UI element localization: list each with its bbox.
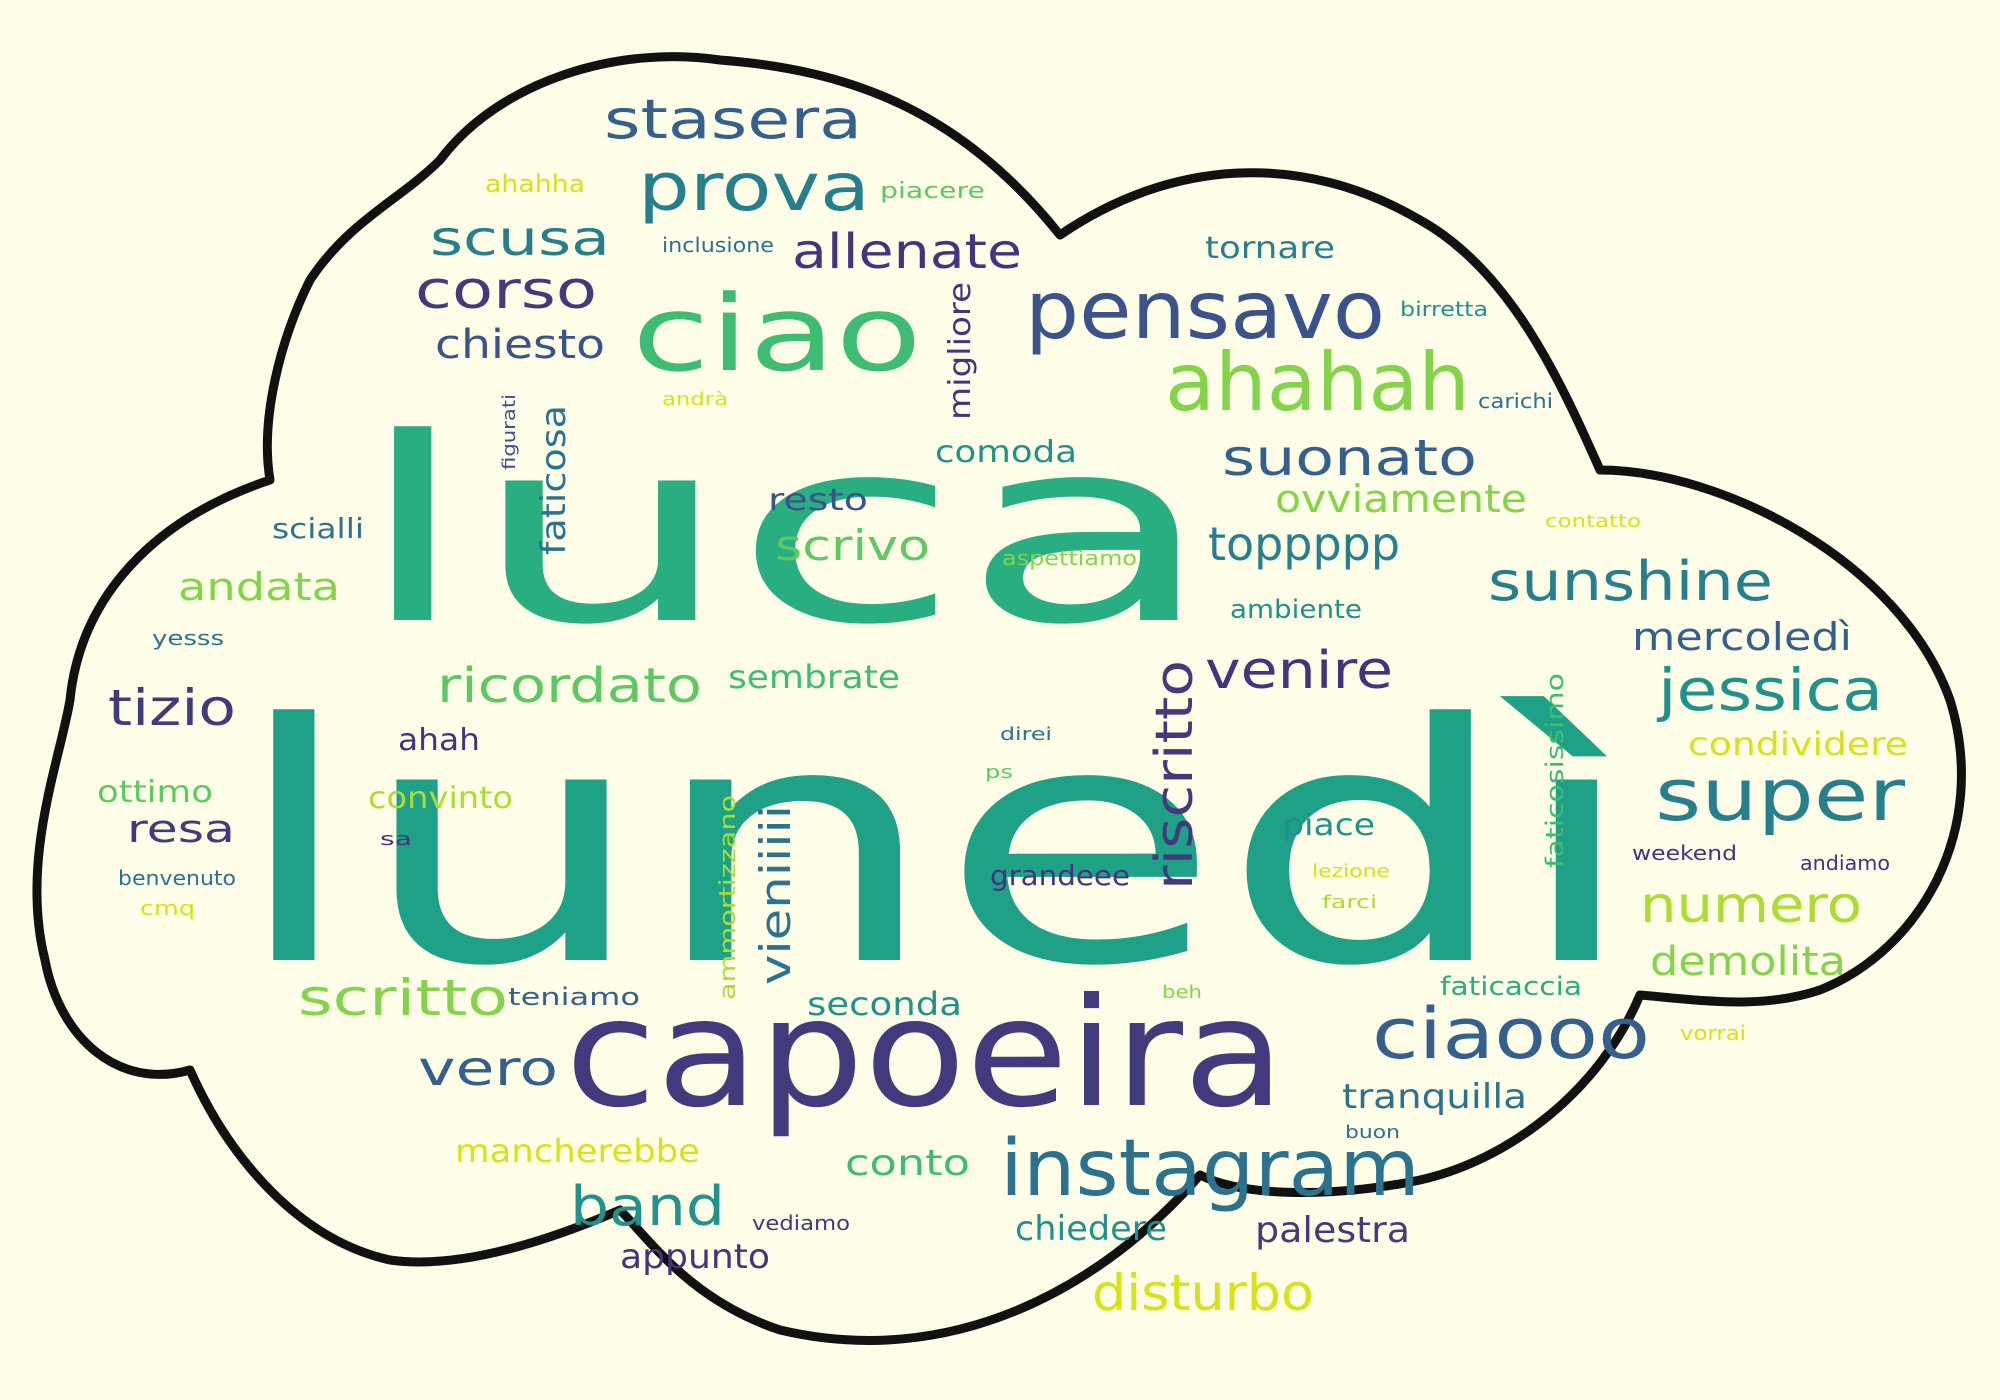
- word-stasera: stasera: [604, 88, 862, 151]
- word-toppppp: toppppp: [1208, 517, 1400, 571]
- word-demolita: demolita: [1650, 939, 1846, 985]
- word-resto: resto: [768, 483, 868, 518]
- word-sa: sa: [380, 829, 412, 850]
- word-ottimo: ottimo: [97, 775, 213, 810]
- word-lunedi: lunedì: [230, 654, 1640, 1038]
- word-mancherebbe: mancherebbe: [455, 1132, 700, 1170]
- word-instagram: instagram: [1000, 1124, 1420, 1214]
- word-allenate: allenate: [792, 224, 1022, 280]
- word-seconda: seconda: [807, 985, 962, 1023]
- word-ammortizzano: ammortizzano: [716, 795, 741, 1000]
- word-palestra: palestra: [1255, 1210, 1410, 1251]
- word-farci: farci: [1322, 892, 1377, 913]
- word-ahahha: ahahha: [485, 170, 585, 198]
- word-tizio: tizio: [108, 679, 236, 737]
- word-scrivo: scrivo: [775, 521, 930, 570]
- word-sunshine: sunshine: [1488, 550, 1773, 613]
- word-vieniiiii: vieniiiii: [751, 805, 800, 985]
- word-resa: resa: [127, 807, 235, 851]
- word-corso: corso: [415, 261, 597, 321]
- word-faticosa: faticosa: [534, 405, 574, 555]
- word-mercoledi: mercoledì: [1632, 615, 1852, 659]
- word-ambiente: ambiente: [1230, 595, 1362, 625]
- word-chiedere: chiedere: [1015, 1209, 1167, 1249]
- word-super: super: [1655, 753, 1905, 837]
- word-jessica: jessica: [1656, 656, 1883, 724]
- word-vorrai: vorrai: [1680, 1021, 1746, 1045]
- word-riscritto: riscritto: [1145, 660, 1205, 890]
- words-layer: lunedì luca capoeira ciao pensavo instag…: [97, 88, 1908, 1322]
- word-luca: luca: [355, 384, 1215, 681]
- word-contatto: contatto: [1545, 511, 1641, 532]
- word-beh: beh: [1162, 982, 1202, 1003]
- word-teniamo: teniamo: [508, 983, 640, 1011]
- word-birretta: birretta: [1400, 297, 1488, 321]
- word-conto: conto: [845, 1143, 970, 1184]
- word-carichi: carichi: [1478, 389, 1553, 413]
- word-vediamo: vediamo: [752, 1211, 850, 1235]
- word-ps: ps: [985, 762, 1013, 783]
- word-comoda: comoda: [935, 435, 1077, 470]
- word-faticaccia: faticaccia: [1440, 972, 1582, 1002]
- word-ovviamente: ovviamente: [1275, 477, 1527, 521]
- word-vero: vero: [418, 1041, 558, 1097]
- word-migliore: migliore: [943, 282, 978, 420]
- word-faticosissimo: faticosissimo: [1541, 673, 1569, 868]
- word-direi: direi: [1000, 724, 1052, 745]
- word-chiesto: chiesto: [435, 322, 605, 368]
- word-pensavo: pensavo: [1025, 264, 1385, 357]
- word-convinto: convinto: [368, 781, 513, 816]
- word-aspettiamo: aspettiamo: [1002, 546, 1137, 570]
- word-numero: numero: [1640, 876, 1862, 934]
- word-weekend: weekend: [1632, 841, 1737, 865]
- word-benvenuto: benvenuto: [118, 866, 236, 890]
- word-ahah: ahah: [398, 723, 480, 758]
- word-disturbo: disturbo: [1092, 1264, 1314, 1322]
- word-capoeira: capoeira: [565, 967, 1285, 1141]
- word-venire: venire: [1205, 641, 1393, 701]
- word-condividere: condividere: [1688, 725, 1908, 763]
- word-sembrate: sembrate: [728, 658, 900, 696]
- word-scusa: scusa: [430, 211, 610, 267]
- word-cmq: cmq: [140, 896, 195, 920]
- word-ciaooo: ciaooo: [1372, 993, 1650, 1075]
- word-ciao: ciao: [632, 273, 922, 395]
- word-tranquilla: tranquilla: [1342, 1077, 1527, 1117]
- word-lezione: lezione: [1312, 861, 1390, 882]
- word-figurati: figurati: [499, 394, 520, 470]
- word-appunto: appunto: [620, 1237, 770, 1277]
- word-suonato: suonato: [1222, 429, 1477, 487]
- word-piacere: piacere: [880, 179, 985, 204]
- word-band: band: [570, 1175, 725, 1238]
- word-andata: andata: [178, 565, 340, 609]
- word-scritto: scritto: [298, 969, 508, 1027]
- word-ahahah: ahahah: [1165, 336, 1470, 429]
- word-scialli: scialli: [272, 512, 364, 545]
- word-grandeee: grandeee: [990, 859, 1130, 892]
- word-ricordato: ricordato: [437, 658, 702, 714]
- cloud-outline: [32, 52, 1966, 1345]
- word-tornare: tornare: [1205, 231, 1335, 266]
- word-yesss: yesss: [152, 626, 224, 650]
- word-andra: andrà: [662, 389, 728, 410]
- word-piace: piace: [1282, 808, 1375, 843]
- word-prova: prova: [638, 149, 870, 226]
- word-andiamo: andiamo: [1800, 851, 1890, 875]
- word-inclusione: inclusione: [662, 233, 774, 257]
- word-buon: buon: [1345, 1122, 1400, 1143]
